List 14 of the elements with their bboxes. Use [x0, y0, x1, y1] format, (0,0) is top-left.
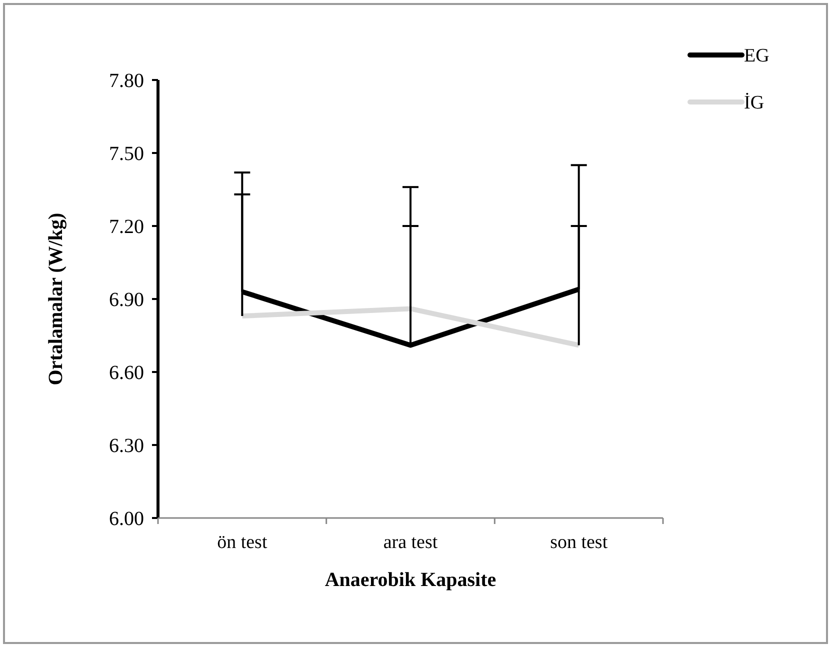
x-tick-label: ara test	[383, 532, 438, 553]
y-tick-label: 7.50	[109, 143, 144, 165]
y-axis-title: Ortalamalar (W/kg)	[45, 212, 67, 386]
y-tick-label: 7.80	[109, 70, 144, 92]
x-tick-label: ön test	[217, 532, 268, 553]
legend-label: İG	[744, 92, 764, 114]
y-tick-label: 6.00	[109, 508, 144, 530]
y-tick-label: 6.30	[109, 435, 144, 457]
y-tick-label: 6.60	[109, 362, 144, 384]
x-tick-label: son test	[550, 532, 608, 553]
legend-label: EG	[744, 46, 770, 67]
x-axis-title: Anaerobik Kapasite	[324, 569, 496, 591]
y-tick-label: 6.90	[109, 289, 144, 311]
y-tick-label: 7.20	[109, 216, 144, 238]
